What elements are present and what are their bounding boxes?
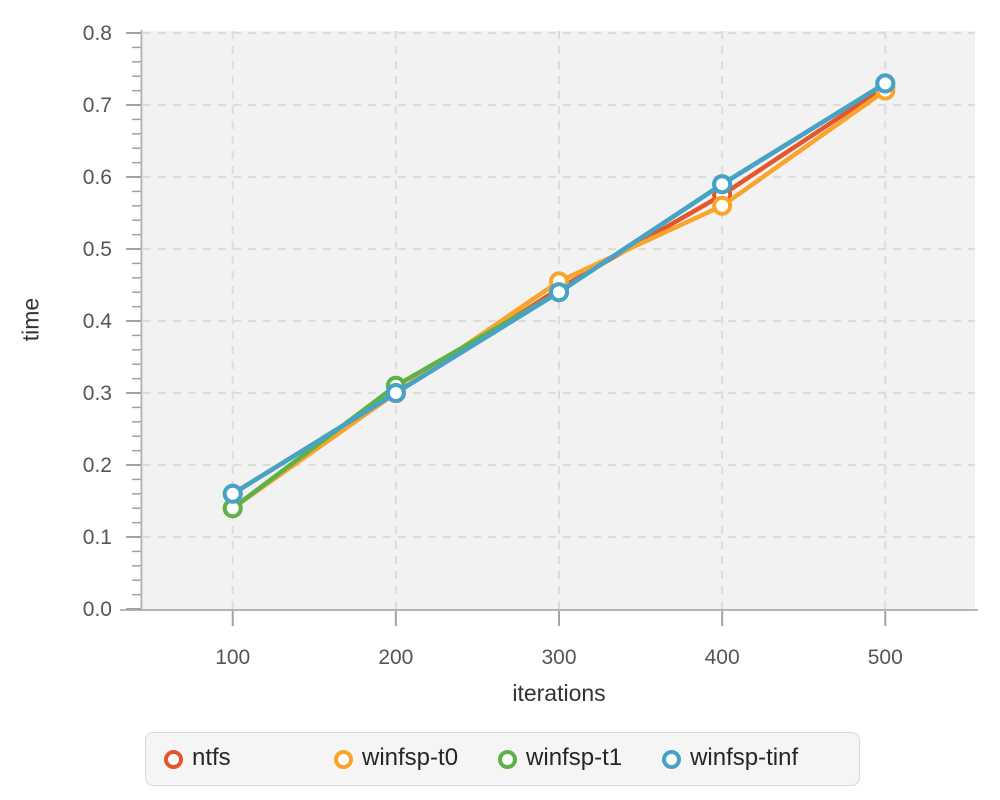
data-point-marker bbox=[875, 73, 896, 94]
data-point-marker bbox=[222, 483, 243, 504]
y-tick-label: 0.2 bbox=[83, 454, 112, 477]
x-tick-label: 300 bbox=[541, 646, 576, 669]
legend-marker-ntfs-icon bbox=[164, 749, 183, 769]
tick-labels: 0.0 0.1 0.2 0.3 0.4 0.5 0.6 0.7 0.8 100 200 300 400 5… bbox=[83, 22, 903, 669]
axes bbox=[120, 30, 978, 611]
y-tick-label: 0.8 bbox=[83, 22, 112, 45]
legend-item-ntfs[interactable]: ntfs bbox=[164, 746, 294, 772]
legend-label: winfsp-t0 bbox=[362, 744, 459, 771]
x-tick-label: 500 bbox=[868, 646, 903, 669]
data-point-marker bbox=[549, 282, 569, 303]
x-tick-label: 100 bbox=[215, 646, 250, 669]
series-winfsp-tinf bbox=[222, 73, 896, 504]
legend-label: ntfs bbox=[192, 744, 231, 771]
plot-canvas: 0.0 0.1 0.2 0.3 0.4 0.5 0.6 0.7 0.8 100 200 300 400 5… bbox=[83, 22, 978, 669]
x-tick-label: 400 bbox=[705, 646, 740, 669]
legend-item-winfsp-t1[interactable]: winfsp-t1 bbox=[498, 746, 622, 772]
data-point-marker bbox=[712, 174, 733, 195]
y-tick-label: 0.1 bbox=[83, 526, 112, 549]
x-tick-label: 200 bbox=[378, 646, 413, 669]
x-axis-title: iterations bbox=[512, 680, 606, 706]
gridlines bbox=[143, 31, 975, 609]
legend-label: winfsp-t1 bbox=[526, 744, 623, 771]
legend-marker-winfsp-t0-icon bbox=[334, 749, 353, 769]
legend-marker-winfsp-t1-icon bbox=[498, 749, 518, 769]
y-tick-label: 0.0 bbox=[83, 598, 112, 621]
data-point-marker bbox=[712, 195, 733, 216]
y-axis-title: time bbox=[17, 297, 44, 342]
y-tick-label: 0.4 bbox=[83, 310, 113, 333]
legend-label: winfsp-tinf bbox=[690, 744, 799, 771]
y-tick-label: 0.7 bbox=[83, 94, 112, 117]
y-tick-label: 0.3 bbox=[83, 382, 112, 405]
legend-marker-winfsp-tinf-icon bbox=[662, 749, 682, 769]
y-tick-label: 0.5 bbox=[83, 238, 112, 261]
tick-marks bbox=[126, 32, 887, 626]
legend: ntfs winfsp-t0 winfsp-t1 winfsp-tinf bbox=[145, 732, 860, 786]
legend-item-winfsp-tinf[interactable]: winfsp-tinf bbox=[662, 746, 798, 772]
y-tick-label: 0.6 bbox=[83, 166, 112, 189]
legend-item-winfsp-t0[interactable]: winfsp-t0 bbox=[334, 746, 458, 772]
data-point-marker bbox=[385, 383, 406, 403]
